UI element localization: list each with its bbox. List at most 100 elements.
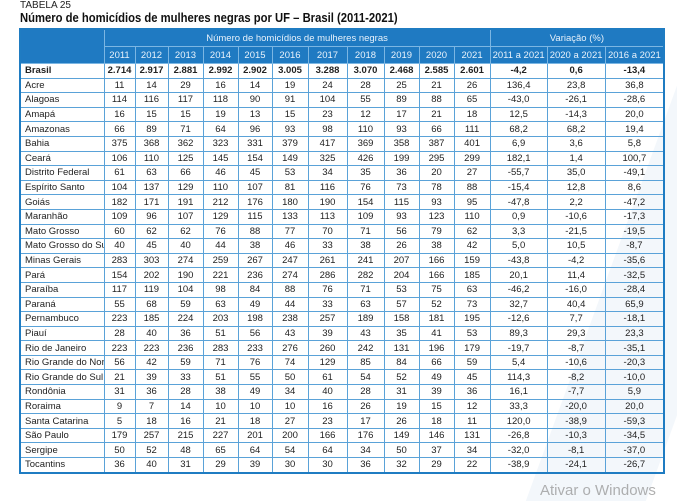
cell-value: -47,8 [489,194,548,210]
cell-value: -20,3 [604,354,665,371]
uf-name: Brasil [19,63,105,79]
uf-name: São Paulo [19,427,105,444]
table-row: Sergipe 50 52 48 65 64 54 64 34 50 37 34 -32,0 -8,1 -3… [19,442,665,459]
cell-value: 34 [307,165,348,181]
cell-value: 358 [383,135,420,152]
cell-value: 283 [202,340,239,356]
cell-value: 190 [167,267,204,283]
cell-value: 181 [418,311,455,327]
cell-value: 89 [383,92,420,108]
cell-value: -26,8 [489,427,548,444]
cell-value: 5,0 [489,238,548,254]
cell-value: -8,7 [604,238,665,254]
table-row: Rio Grande do Sul 21 39 33 51 55 50 61 54 52 49 45 1… [19,369,665,386]
cell-value: 10 [202,398,239,415]
cell-value: 88 [453,179,491,196]
cell-value: 62 [453,223,491,240]
cell-value: -43,0 [489,92,548,108]
cell-value: 179 [103,427,136,444]
cell-value: 33 [167,369,204,386]
table-row: Rio de Janeiro 223 223 236 283 233 276 260 242 13… [19,340,665,356]
cell-value: 204 [383,267,420,283]
cell-value: 0,6 [546,63,606,79]
cell-value: 387 [418,135,455,152]
header-year: 2017 [307,46,348,64]
cell-value: 78 [418,179,455,196]
cell-value: 55 [103,296,136,313]
cell-value: 166 [418,252,455,269]
cell-value: 154 [346,194,385,210]
cell-value: 84 [383,354,420,371]
cell-value: 110 [134,150,169,167]
cell-value: 68,2 [546,121,606,137]
cell-value: 267 [237,252,273,269]
header-year: 2014 [202,46,239,64]
cell-value: 15 [134,106,169,123]
uf-name: Distrito Federal [19,165,105,181]
cell-value: 7 [134,398,169,415]
cell-value: 29 [202,457,239,474]
cell-value: 19,4 [604,121,665,137]
cell-value: -20,0 [546,398,606,415]
cell-value: 21 [418,106,455,123]
table-row: Alagoas 114 116 117 118 90 91 104 55 89 88 65 -43,0-… [19,92,665,108]
cell-value: 19 [202,106,239,123]
cell-value: -32,5 [604,267,665,283]
cell-value: 17 [346,413,385,429]
cell-value: 56 [103,354,136,371]
cell-value: 10 [237,398,273,415]
cell-value: 182 [103,194,136,210]
cell-value: 2,2 [546,194,606,210]
cell-value: 79 [418,223,455,240]
cell-value: 35 [383,325,420,342]
cell-value: 111 [453,121,491,137]
cell-value: 45 [453,369,491,386]
cell-value: 63 [134,165,169,181]
cell-value: 8,6 [604,179,665,196]
cell-value: 41 [418,325,455,342]
cell-value: 257 [307,311,348,327]
cell-value: 93 [271,121,309,137]
cell-value: 96 [237,121,273,137]
cell-value: 176 [237,194,273,210]
cell-value: -4,2 [546,252,606,269]
cell-value: 303 [134,252,169,269]
header-variation: 2016 a 2021 [604,46,665,64]
cell-value: 1,4 [546,150,606,167]
cell-value: 200 [271,427,309,444]
cell-value: 98 [307,121,348,137]
cell-value: 73 [453,296,491,313]
cell-value: 159 [453,252,491,269]
table-row: Maranhão 109 96 107 129 115 133 113 109 93 123 110 0… [19,208,665,225]
cell-value: 71 [167,121,204,137]
cell-value: 55 [237,369,273,386]
cell-value: 34 [271,384,309,400]
cell-value: 6,9 [489,135,548,152]
cell-value: -26,1 [546,92,606,108]
cell-value: 2.601 [453,63,491,79]
cell-value: 40 [307,384,348,400]
cell-value: 36 [103,457,136,474]
uf-name: Bahia [19,135,105,152]
cell-value: 13 [237,106,273,123]
cell-value: 21 [202,413,239,429]
cell-value: 260 [307,340,348,356]
table-row: Espírito Santo 104 137 129 110 107 81 116 76 73 78… [19,179,665,196]
cell-value: 17 [383,106,420,123]
cell-value: 16 [167,413,204,429]
uf-name: Minas Gerais [19,252,105,269]
cell-value: 15 [418,398,455,415]
cell-value: 3.288 [307,63,348,79]
cell-value: 36 [383,165,420,181]
cell-value: 50 [103,442,136,459]
cell-value: 76 [346,179,385,196]
cell-value: 14 [237,77,273,94]
cell-value: 133 [271,208,309,225]
cell-value: 18 [134,413,169,429]
header-group-count: Número de homicídios de mulheres negras [103,28,491,47]
cell-value: 29,3 [546,325,606,342]
cell-value: 66 [167,165,204,181]
cell-value: 65 [453,92,491,108]
header-year: 2016 [271,46,309,64]
cell-value: 276 [271,340,309,356]
